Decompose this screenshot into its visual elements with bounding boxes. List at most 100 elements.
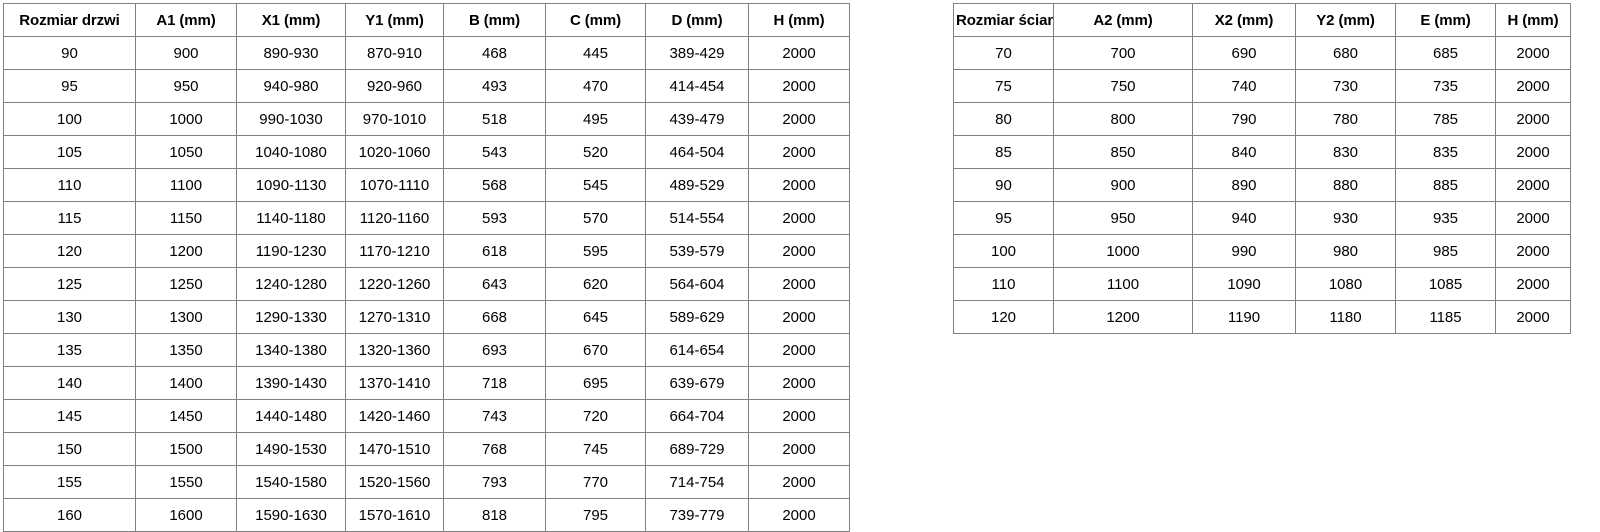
table-cell: 95 [3,69,136,103]
table-row: 110 1100 1090 1080 1085 2000 [953,267,1571,301]
column-header-h: H (mm) [748,3,850,37]
table-cell: 150 [3,432,136,466]
table-cell: 2000 [748,36,850,70]
table-cell: 135 [3,333,136,367]
table-cell: 1320-1360 [345,333,444,367]
walls-table-body: 70 700 690 680 685 2000 75 750 740 730 735 2000 80 80… [953,36,1571,334]
table-cell: 685 [1395,36,1496,70]
table-cell: 740 [1192,69,1296,103]
column-header-e: E (mm) [1395,3,1496,37]
table-cell: 718 [443,366,546,400]
walls-table-header: Rozmiar ścianki A2 (mm) X2 (mm) Y2 (mm) … [953,3,1571,37]
table-cell: 468 [443,36,546,70]
table-cell: 1185 [1395,300,1496,334]
table-cell: 570 [545,201,646,235]
table-cell: 800 [1053,102,1193,136]
table-cell: 700 [1053,36,1193,70]
table-cell: 1440-1480 [236,399,346,433]
table-cell: 1070-1110 [345,168,444,202]
table-cell: 125 [3,267,136,301]
table-row: 160 1600 1590-1630 1570-1610 818 795 739-779 20… [3,498,850,532]
table-cell: 1350 [135,333,237,367]
table-cell: 770 [545,465,646,499]
table-cell: 545 [545,168,646,202]
table-cell: 1100 [1053,267,1193,301]
column-header-x1: X1 (mm) [236,3,346,37]
table-cell: 2000 [748,201,850,235]
table-row: 155 1550 1540-1580 1520-1560 793 770 714-754 20… [3,465,850,499]
table-cell: 75 [953,69,1054,103]
table-cell: 140 [3,366,136,400]
table-cell: 110 [953,267,1054,301]
table-cell: 1090 [1192,267,1296,301]
table-cell: 990 [1192,234,1296,268]
table-row: 150 1500 1490-1530 1470-1510 768 745 689-729 20… [3,432,850,466]
table-cell: 145 [3,399,136,433]
table-cell: 1590-1630 [236,498,346,532]
table-cell: 1340-1380 [236,333,346,367]
table-cell: 445 [545,36,646,70]
table-cell: 389-429 [645,36,749,70]
table-cell: 645 [545,300,646,334]
table-cell: 495 [545,102,646,136]
table-cell: 818 [443,498,546,532]
table-cell: 2000 [748,333,850,367]
table-cell: 100 [3,102,136,136]
table-row: 70 700 690 680 685 2000 [953,36,1571,70]
table-cell: 2000 [748,465,850,499]
table-cell: 95 [953,201,1054,235]
table-cell: 595 [545,234,646,268]
table-cell: 2000 [748,498,850,532]
column-header-c: C (mm) [545,3,646,37]
column-header-x2: X2 (mm) [1192,3,1296,37]
table-cell: 1420-1460 [345,399,444,433]
table-cell: 1570-1610 [345,498,444,532]
table-cell: 1100 [135,168,237,202]
table-cell: 785 [1395,102,1496,136]
table-cell: 90 [953,168,1054,202]
table-cell: 950 [135,69,237,103]
table-cell: 1600 [135,498,237,532]
table-cell: 680 [1295,36,1396,70]
table-cell: 695 [545,366,646,400]
table-row: 135 1350 1340-1380 1320-1360 693 670 614-654 20… [3,333,850,367]
table-cell: 614-654 [645,333,749,367]
table-cell: 768 [443,432,546,466]
table-cell: 620 [545,267,646,301]
table-cell: 1500 [135,432,237,466]
table-cell: 80 [953,102,1054,136]
table-cell: 840 [1192,135,1296,169]
table-cell: 2000 [1495,300,1571,334]
table-cell: 414-454 [645,69,749,103]
table-row: 120 1200 1190-1230 1170-1210 618 595 539-579 20… [3,234,850,268]
table-cell: 795 [545,498,646,532]
table-cell: 1540-1580 [236,465,346,499]
table-cell: 1180 [1295,300,1396,334]
table-cell: 750 [1053,69,1193,103]
table-cell: 1450 [135,399,237,433]
table-cell: 2000 [748,102,850,136]
column-header-rozmiar-drzwi: Rozmiar drzwi [3,3,136,37]
table-cell: 670 [545,333,646,367]
table-cell: 90 [3,36,136,70]
column-header-d: D (mm) [645,3,749,37]
table-cell: 1000 [135,102,237,136]
table-cell: 935 [1395,201,1496,235]
table-row: 115 1150 1140-1180 1120-1160 593 570 514-554 20… [3,201,850,235]
column-header-a1: A1 (mm) [135,3,237,37]
table-row: 100 1000 990 980 985 2000 [953,234,1571,268]
table-cell: 990-1030 [236,102,346,136]
table-cell: 720 [545,399,646,433]
table-cell: 2000 [748,300,850,334]
table-cell: 890 [1192,168,1296,202]
table-cell: 1470-1510 [345,432,444,466]
table-cell: 2000 [1495,168,1571,202]
table-cell: 618 [443,234,546,268]
table-cell: 120 [3,234,136,268]
table-cell: 489-529 [645,168,749,202]
table-cell: 900 [1053,168,1193,202]
table-cell: 985 [1395,234,1496,268]
table-cell: 2000 [748,366,850,400]
table-cell: 2000 [748,399,850,433]
table-row: 80 800 790 780 785 2000 [953,102,1571,136]
